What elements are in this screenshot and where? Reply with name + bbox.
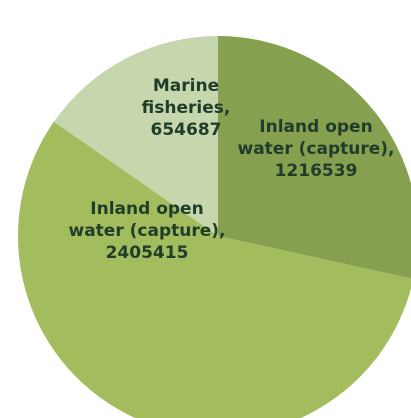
pie-labels: Inland open water (capture), 1216539Inland… <box>69 76 395 263</box>
slice-label-2: Inland open water (capture), 2405415 <box>69 199 226 263</box>
pie-slices <box>18 35 411 418</box>
slice-label-3-line-3: 654687 <box>151 120 222 140</box>
pie-slice-2-inland-open-water-capture <box>18 121 411 418</box>
slice-label-3-line-1: Marine <box>153 76 219 96</box>
slice-label-1-line-1: Inland open <box>259 117 372 137</box>
slice-label-2-line-2: water (capture), <box>69 221 226 241</box>
slice-label-3-line-2: fisheries, <box>142 98 231 118</box>
slice-label-1-line-2: water (capture), <box>238 139 395 159</box>
slice-label-3: Marine fisheries, 654687 <box>142 76 231 140</box>
pie-slice-1-inland-open-water-capture <box>218 36 411 279</box>
slice-label-1: Inland open water (capture), 1216539 <box>238 117 395 181</box>
slice-label-2-line-1: Inland open <box>90 199 203 219</box>
pie-slice-3-marine-fisheries <box>53 35 218 236</box>
slice-label-2-line-3: 2405415 <box>106 243 189 263</box>
slice-label-1-line-3: 1216539 <box>275 161 358 181</box>
